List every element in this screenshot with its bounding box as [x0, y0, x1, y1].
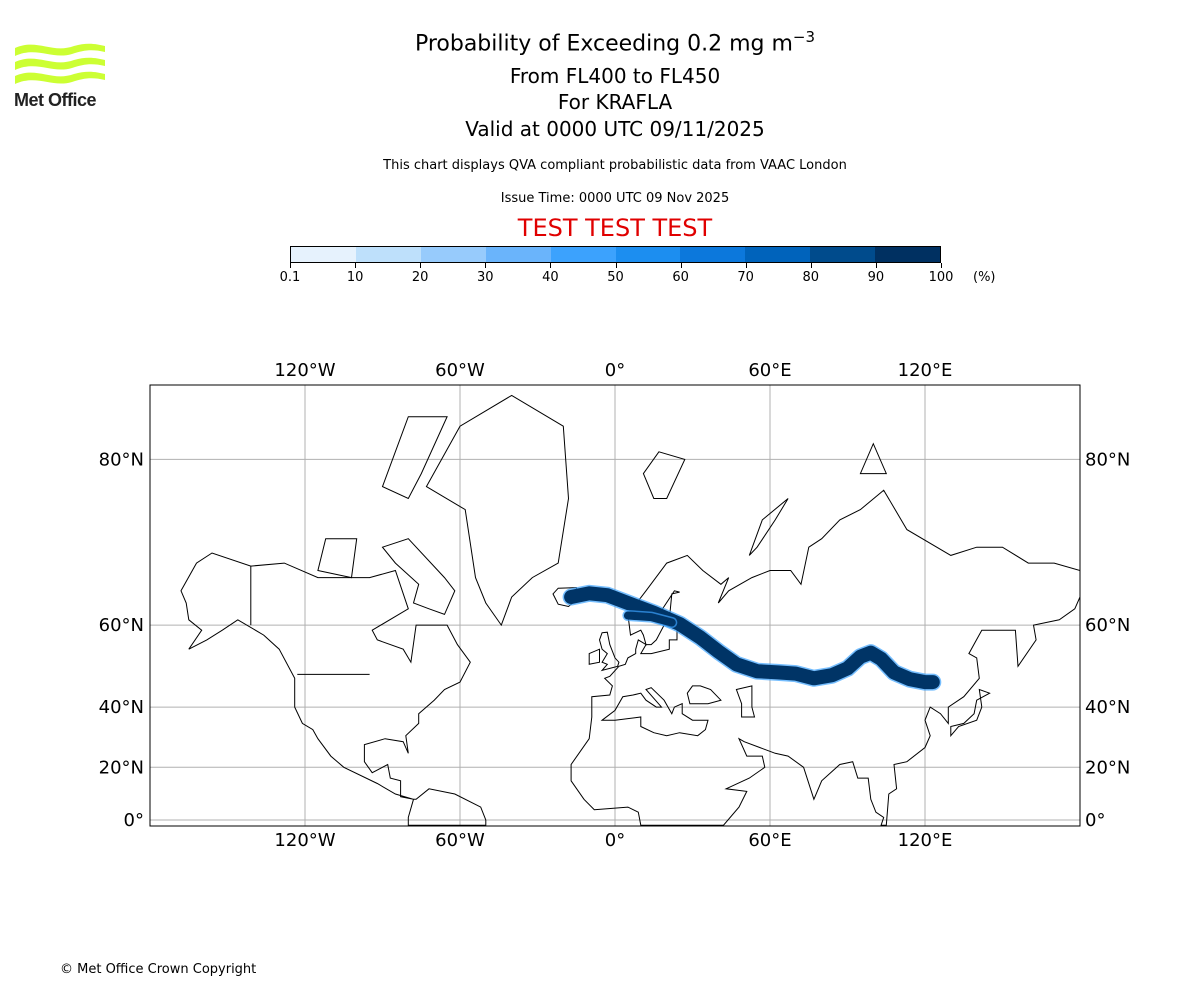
valid-time: Valid at 0000 UTC 09/11/2025 [465, 117, 765, 141]
colorbar-tick-label: 10 [346, 270, 364, 285]
lat-label-left: 80°N [99, 449, 144, 470]
lon-label-bottom: 120°E [898, 830, 953, 851]
inland-sea-coastline [639, 590, 693, 655]
colorbar-tick-label: 20 [411, 270, 429, 285]
inland-sea-coastline [600, 687, 709, 737]
colorbar-tick-label: 30 [477, 270, 494, 285]
coastline [598, 631, 620, 672]
lon-label-bottom: 0° [605, 830, 625, 851]
colorbar-segment-5 [615, 247, 681, 262]
lat-label-right: 40°N [1085, 697, 1130, 718]
lon-label-top: 120°W [274, 360, 335, 381]
colorbar-tick-label: 0.1 [279, 270, 301, 285]
lat-label-left: 20°N [99, 757, 144, 778]
lon-label-bottom: 120°W [274, 830, 335, 851]
coastline [381, 538, 456, 616]
colorbar-tick-label: 100 [928, 270, 954, 285]
coastline [180, 552, 487, 826]
colorbar-tick-label: 50 [607, 270, 624, 285]
lat-label-left: 0° [124, 810, 144, 831]
lat-label-right: 80°N [1085, 449, 1130, 470]
colorbar-segment-4 [550, 247, 616, 262]
subtitle: This chart displays QVA compliant probab… [383, 158, 847, 173]
issue-time: Issue Time: 0000 UTC 09 Nov 2025 [500, 191, 730, 206]
colorbar-tick [745, 263, 747, 268]
lat-label-right: 60°N [1085, 615, 1130, 636]
ash-plume [564, 586, 940, 690]
colorbar-tick [941, 263, 942, 268]
chart-title: Probability of Exceeding 0.2 mg m−3 [115, 28, 1115, 56]
colorbar-tick [355, 263, 357, 268]
colorbar-tick [550, 263, 552, 268]
title-text: Probability of Exceeding 0.2 mg m [414, 31, 793, 57]
map-frame [149, 384, 1081, 827]
lat-label-right: 20°N [1085, 757, 1130, 778]
coastline [381, 416, 448, 500]
colorbar-segment-9 [875, 247, 941, 262]
lat-label-right: 0° [1085, 810, 1105, 831]
coastline [950, 688, 991, 738]
test-banner: TEST TEST TEST [517, 214, 713, 242]
lon-label-bottom: 60°E [748, 830, 791, 851]
colorbar-segment-0 [291, 247, 356, 262]
lon-label-top: 0° [605, 360, 625, 381]
lon-label-top: 120°E [898, 360, 953, 381]
ash-plume [623, 611, 676, 627]
colorbar-segment-8 [810, 247, 876, 262]
colorbar-segment-1 [355, 247, 421, 262]
colorbar-tick [420, 263, 422, 268]
coastline [588, 648, 600, 665]
title-superscript: −3 [792, 28, 816, 46]
colorbar-tick [810, 263, 812, 268]
coastline [570, 489, 1080, 826]
coastline [748, 498, 789, 556]
colorbar-tick-label: 90 [867, 270, 885, 285]
coastline [642, 451, 686, 499]
map-layers [150, 385, 1080, 826]
met-office-logo [15, 43, 105, 84]
colorbar-tick [875, 263, 877, 268]
inland-sea-coastline [686, 685, 722, 705]
logo-text: Met Office [14, 90, 97, 110]
colorbar-tick [485, 263, 487, 268]
lon-label-top: 60°W [435, 360, 485, 381]
flight-level-range: From FL400 to FL450 [509, 64, 721, 88]
copyright: © Met Office Crown Copyright [60, 962, 257, 977]
colorbar-segment-7 [745, 247, 811, 262]
lon-label-top: 60°E [748, 360, 791, 381]
lon-label-bottom: 60°W [435, 830, 485, 851]
inland-sea-coastline [735, 685, 756, 718]
colorbar-segment-6 [680, 247, 746, 262]
colorbar-segment-2 [420, 247, 486, 262]
colorbar-tick [680, 263, 682, 268]
colorbar-tick-label: 40 [542, 270, 559, 285]
colorbar-tick [615, 263, 617, 268]
colorbar-tick-label: 80 [802, 270, 820, 285]
lat-label-left: 60°N [99, 615, 144, 636]
coastline [859, 442, 888, 475]
colorbar [290, 246, 941, 263]
colorbar-tick-label: 70 [737, 270, 754, 285]
colorbar-unit: (%) [973, 270, 996, 285]
coastline [425, 394, 570, 627]
lat-label-left: 40°N [99, 697, 144, 718]
volcano-name: For KRAFLA [557, 90, 673, 114]
colorbar-tick [290, 263, 291, 268]
colorbar-segment-3 [485, 247, 551, 262]
coastline [317, 538, 358, 579]
colorbar-tick-label: 60 [672, 270, 689, 285]
